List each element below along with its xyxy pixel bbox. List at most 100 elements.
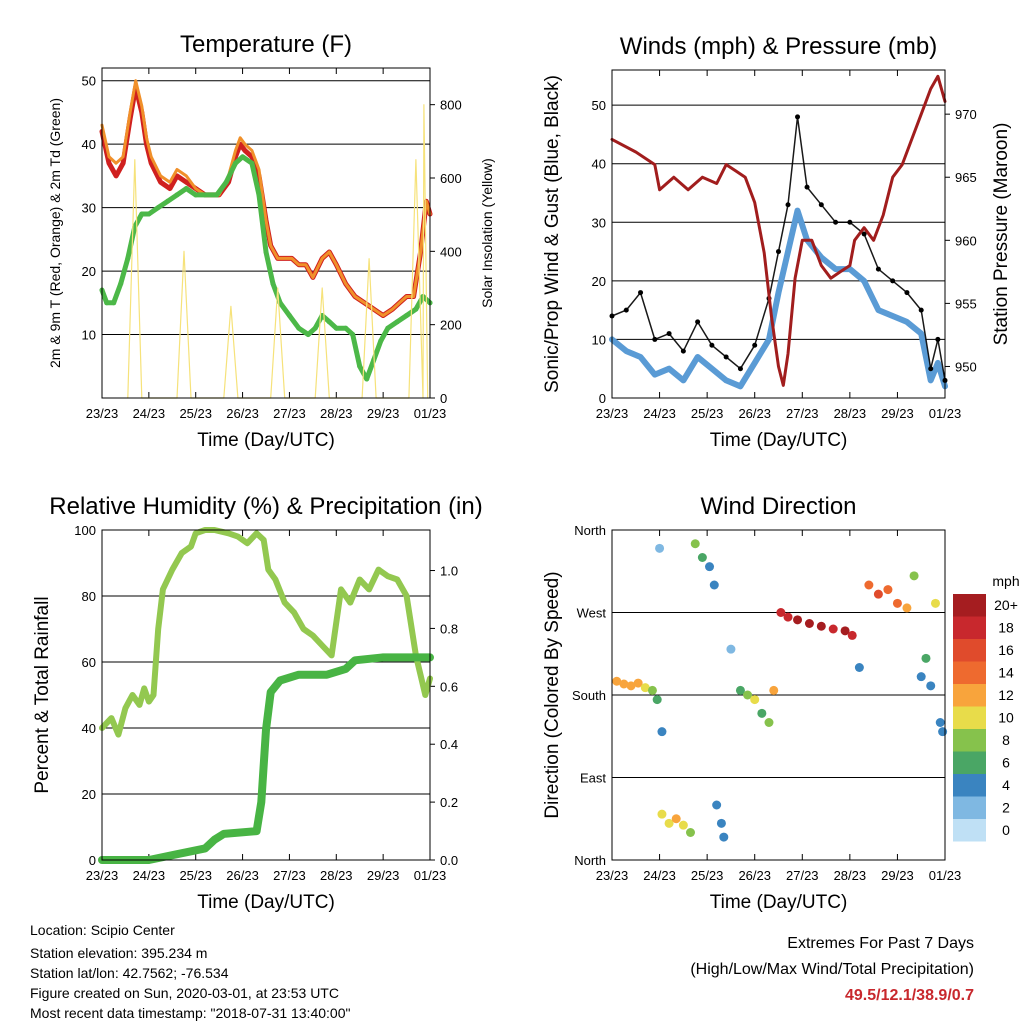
direction-point (769, 685, 779, 695)
temperature-series-2-point (286, 313, 292, 318)
winds-series-1-point (666, 331, 672, 337)
winds-series-1 (611, 116, 946, 382)
winds-series-1-point (795, 114, 801, 120)
direction-xtick-label: 28/23 (834, 868, 867, 883)
temperature-series-2-point (378, 338, 384, 344)
panel-direction: Wind DirectionNorthEastSouthWestNorth23/… (542, 493, 961, 913)
legend-swatch (953, 639, 986, 662)
direction-point (776, 608, 786, 617)
legend-label: 10 (998, 710, 1014, 726)
humidity-xtick-label: 25/23 (179, 868, 212, 883)
temperature-series-2-point (394, 319, 400, 325)
humidity-ytick-label: 60 (82, 655, 96, 670)
info-recent-timestamp: Most recent data timestamp: "2018-07-31 … (30, 1005, 351, 1021)
temperature-series-2-point (404, 313, 410, 318)
temperature-series-2-point (165, 198, 171, 204)
direction-point (840, 626, 850, 636)
direction-title: Wind Direction (700, 493, 856, 520)
temperature-series-2-point (413, 306, 419, 312)
winds-series-1-point (776, 249, 781, 255)
direction-ytick-label: South (572, 688, 606, 703)
winds-title: Winds (mph) & Pressure (mb) (620, 33, 937, 60)
humidity-ytick-label: 100 (74, 523, 96, 538)
winds-frame (611, 69, 946, 399)
legend-swatch (953, 819, 986, 842)
direction-point (697, 553, 707, 562)
direction-point (828, 624, 838, 634)
direction-xtick-label: 24/23 (643, 868, 676, 883)
panel-winds: Winds (mph) & Pressure (mb) 0 10 20 30 40 50 95… (542, 33, 1012, 451)
temperature-series-2-point (385, 325, 391, 331)
winds-series-1-point (861, 231, 867, 237)
temperature-ytick-label: 30 (82, 201, 96, 216)
temperature-series-2-point (333, 325, 339, 331)
humidity-y2tick-label: 0.4 (440, 737, 458, 752)
temperature-ytick-label: 50 (82, 74, 96, 89)
winds-series-2 (610, 74, 947, 387)
winds-ylabel-left: Sonic/Prop Wind & Gust (Blue, Black) (542, 75, 563, 393)
legend-swatch (953, 616, 986, 639)
temperature-xtick-label: 24/23 (133, 406, 166, 421)
temperature-series-2-point (357, 363, 363, 369)
winds-xlabel: Time (Day/UTC) (710, 430, 848, 451)
direction-point (743, 690, 753, 700)
direction-point (678, 820, 688, 830)
temperature-ytick-label: 20 (82, 264, 96, 279)
direction-point (926, 681, 936, 691)
direction-point (873, 589, 883, 599)
humidity-xtick-label: 29/23 (367, 868, 400, 883)
winds-ylabel-right: Station Pressure (Maroon) (991, 123, 1012, 346)
legend-label: 8 (1002, 732, 1010, 748)
direction-point (626, 681, 636, 691)
direction-ylabel-left: Direction (Colored By Speed) (542, 571, 563, 818)
direction-xtick-label: 25/23 (691, 868, 724, 883)
winds-series-1-point (904, 290, 910, 296)
temperature-series-2-point (202, 192, 208, 198)
direction-point (783, 612, 793, 622)
temperature-series-2-point (174, 192, 180, 198)
direction-point (685, 828, 695, 837)
temperature-series-2-point (104, 300, 110, 306)
temperature-series-2-point (146, 211, 152, 217)
winds-y2tick-label: 965 (955, 170, 977, 185)
direction-point (633, 678, 643, 688)
legend-label: 16 (998, 642, 1014, 658)
winds-series-1-point (804, 184, 810, 190)
direction-point (757, 708, 767, 718)
direction-point (657, 809, 667, 819)
winds-series-1-point (833, 219, 839, 225)
winds-ytick-label: 0 (599, 391, 606, 406)
direction-point (719, 832, 729, 842)
legend-swatch (953, 751, 986, 774)
direction-ytick-label: East (580, 771, 606, 786)
temperature-xtick-label: 27/23 (273, 406, 306, 421)
temperature-y2tick-label: 800 (440, 98, 462, 113)
legend-swatch (953, 706, 986, 729)
winds-series-1-point (709, 342, 715, 348)
winds-xtick-label: 26/23 (738, 406, 771, 421)
winds-ytick-label: 10 (592, 332, 606, 347)
legend-title: mph (992, 573, 1019, 589)
humidity-y2tick-label: 1.0 (440, 564, 458, 579)
direction-point (804, 619, 814, 628)
temperature-ylabel-left: 2m & 9m T (Red, Orange) & 2m Td (Green) (47, 98, 63, 368)
direction-ytick-label: West (577, 606, 607, 621)
temperature-xtick-label: 23/23 (86, 406, 119, 421)
direction-frame (611, 529, 946, 861)
winds-series-1-point (695, 319, 701, 325)
humidity-frame (101, 529, 431, 861)
humidity-series-1 (98, 653, 434, 864)
extremes-value: 49.5/12.1/38.9/0.7 (845, 987, 974, 1004)
direction-point (921, 653, 931, 663)
humidity-y2tick-label: 0.2 (440, 795, 458, 810)
humidity-title: Relative Humidity (%) & Precipitation (i… (49, 493, 482, 520)
winds-series-1-point (847, 219, 853, 225)
direction-legend: mph 20+ 18 16 14 12 10 8 6 4 2 0 (953, 573, 1020, 842)
humidity-xtick-label: 01/23 (414, 868, 447, 883)
direction-point (902, 603, 912, 613)
temperature-frame (101, 67, 431, 399)
winds-series-1-point (638, 290, 644, 296)
direction-point (938, 727, 948, 737)
winds-series-1-point (928, 366, 934, 372)
panel-temperature: Temperature (F) 10 20 30 40 50 0 200 400 600 800 23… (47, 31, 495, 451)
